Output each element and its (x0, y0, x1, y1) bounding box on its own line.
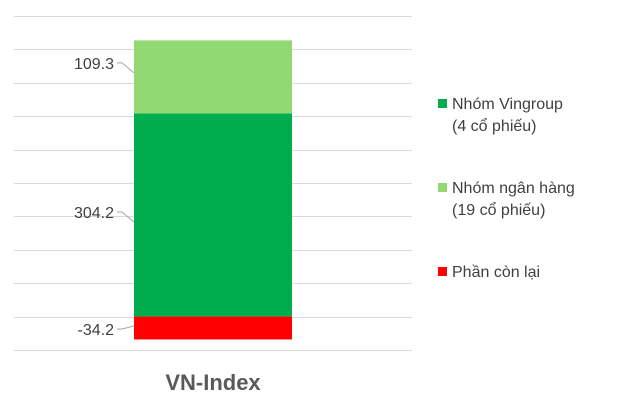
legend-swatch (438, 183, 447, 192)
legend-label: (19 cổ phiếu) (452, 201, 545, 219)
legend-swatch (438, 99, 447, 108)
data-label: -34.2 (78, 322, 115, 339)
legend-label: Phần còn lại (452, 264, 540, 281)
category-label: VN-Index (165, 370, 261, 395)
leader-line (117, 211, 135, 223)
legend-label: Nhóm Vingroup (452, 96, 563, 113)
bar-segment-2 (134, 40, 292, 114)
legend-label: Nhóm ngân hàng (452, 180, 575, 197)
leader-line (117, 62, 135, 74)
data-label: 304.2 (74, 205, 114, 222)
legend-label: (4 cổ phiếu) (452, 117, 537, 135)
bar-segment-1 (134, 113, 292, 317)
bar-segment-3 (134, 316, 292, 340)
data-label: 109.3 (74, 56, 114, 73)
leader-line (117, 325, 135, 330)
legend-swatch (438, 267, 447, 276)
